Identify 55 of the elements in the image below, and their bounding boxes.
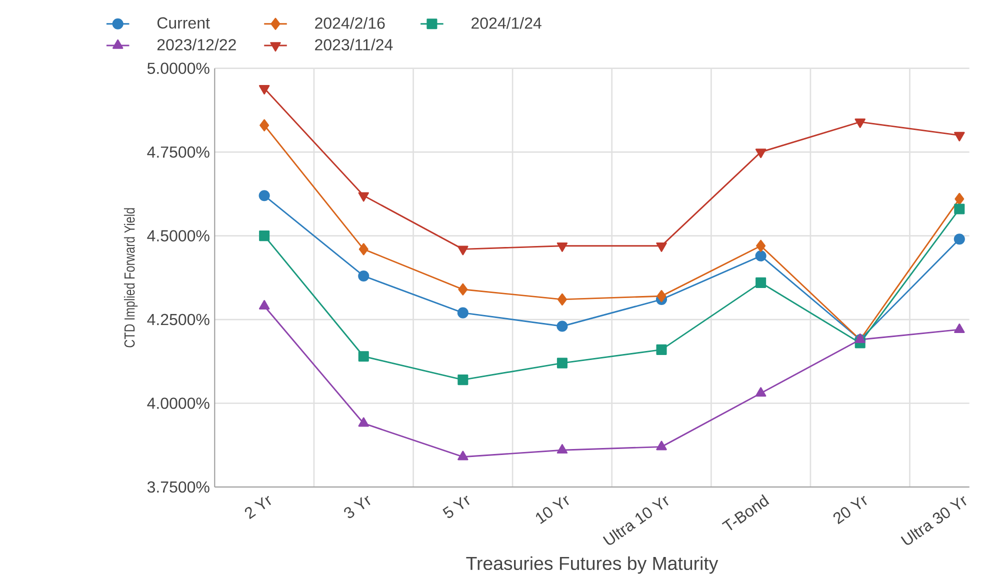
point xyxy=(656,344,667,355)
point xyxy=(556,358,568,368)
x-tick-label: 10 Yr xyxy=(536,496,569,524)
point xyxy=(854,118,866,128)
point xyxy=(556,444,568,454)
point xyxy=(556,242,568,252)
y-axis-title: CTD Implied Forward Yield xyxy=(124,208,138,348)
point xyxy=(358,351,369,362)
point xyxy=(258,190,270,202)
y-tick-label: 4.0000% xyxy=(147,398,210,409)
x-tick-label: Ultra 10 Yr xyxy=(602,496,668,545)
y-tick-label: 4.2500% xyxy=(147,314,210,326)
point xyxy=(656,242,667,252)
point xyxy=(656,290,666,302)
legend-label: Current xyxy=(157,17,210,29)
point xyxy=(656,440,667,450)
point xyxy=(358,417,369,427)
point xyxy=(954,132,965,142)
y-tick-label: 3.7500% xyxy=(147,481,210,493)
point xyxy=(358,243,368,256)
point xyxy=(258,85,270,94)
point xyxy=(756,240,766,252)
x-tick-label: 2 Yr xyxy=(244,496,272,520)
point xyxy=(260,119,270,132)
legend-label: 2023/12/22 xyxy=(157,38,236,50)
legend-label: 2024/2/16 xyxy=(315,17,385,29)
point xyxy=(954,204,965,214)
x-axis-title: Treasuries Futures by Maturity xyxy=(466,556,718,574)
point xyxy=(458,374,468,386)
point xyxy=(259,230,270,242)
point xyxy=(755,387,766,397)
point xyxy=(258,300,270,310)
point xyxy=(755,250,766,262)
x-tick-label: Ultra 30 Yr xyxy=(900,496,966,545)
point xyxy=(457,307,468,318)
point xyxy=(458,450,468,460)
point xyxy=(954,324,965,333)
y-tick-label: 5.0000% xyxy=(147,62,210,74)
x-tick-label: 3 Yr xyxy=(344,496,370,518)
point xyxy=(557,293,567,306)
point xyxy=(954,192,964,206)
point xyxy=(458,246,468,256)
y-tick-label: 4.7500% xyxy=(147,146,210,158)
point xyxy=(358,270,370,282)
point xyxy=(358,192,369,202)
legend-label: 2024/1/24 xyxy=(472,17,542,29)
point xyxy=(755,148,766,158)
x-tick-label: 5 Yr xyxy=(442,496,470,518)
point xyxy=(458,283,468,296)
point xyxy=(556,320,568,332)
x-tick-label: 20 Yr xyxy=(833,496,867,524)
legend-label: 2023/11/24 xyxy=(315,38,393,50)
point xyxy=(756,277,766,288)
y-tick-label: 4.5000% xyxy=(147,230,210,242)
point xyxy=(954,234,965,245)
